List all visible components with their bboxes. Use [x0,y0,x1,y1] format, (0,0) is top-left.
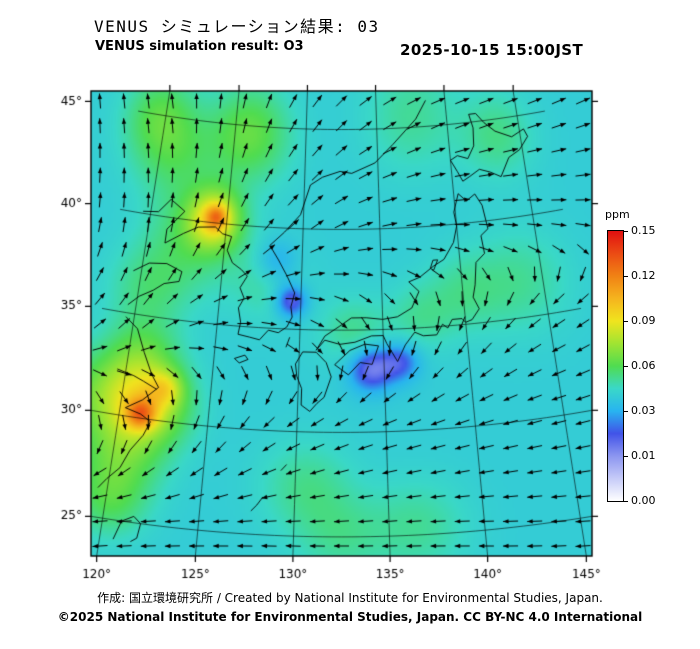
colorbar: ppm 0.00 0.01 0.03 0.06 0.09 0.12 0.15 [605,208,677,522]
timestamp: 2025-10-15 15:00JST [400,41,584,59]
colorbar-tick-label: 0.00 [631,494,656,507]
colorbar-tick [624,501,628,502]
page-title-english: VENUS simulation result: O3 [95,39,304,54]
credit-line: 作成: 国立環境研究所 / Created by National Instit… [97,591,603,605]
page-title-japanese: VENUS シミュレーション結果: 03 [94,17,380,36]
colorbar-tick [624,321,628,322]
colorbar-band [608,456,623,501]
colorbar-unit-label: ppm [605,208,630,221]
colorbar-tick-label: 0.03 [631,404,656,417]
colorbar-tick [624,231,628,232]
colorbar-band [608,321,623,366]
colorbar-tick-label: 0.09 [631,314,656,327]
colorbar-tick-label: 0.06 [631,359,656,372]
colorbar-tick [624,276,628,277]
colorbar-tick [624,411,628,412]
colorbar-tick-labels: 0.00 0.01 0.03 0.06 0.09 0.12 0.15 [607,224,677,507]
colorbar-band [608,231,623,276]
colorbar-tick [624,456,628,457]
license-line: ©2025 National Institute for Environment… [57,610,643,624]
colorbar-tick-label: 0.12 [631,269,656,282]
colorbar-tick [624,366,628,367]
colorbar-band [608,411,623,456]
colorbar-tick-label: 0.01 [631,449,656,462]
colorbar-gradient [607,230,624,502]
colorbar-band [608,276,623,321]
colorbar-band [608,366,623,411]
colorbar-tick-label: 0.15 [631,224,656,237]
